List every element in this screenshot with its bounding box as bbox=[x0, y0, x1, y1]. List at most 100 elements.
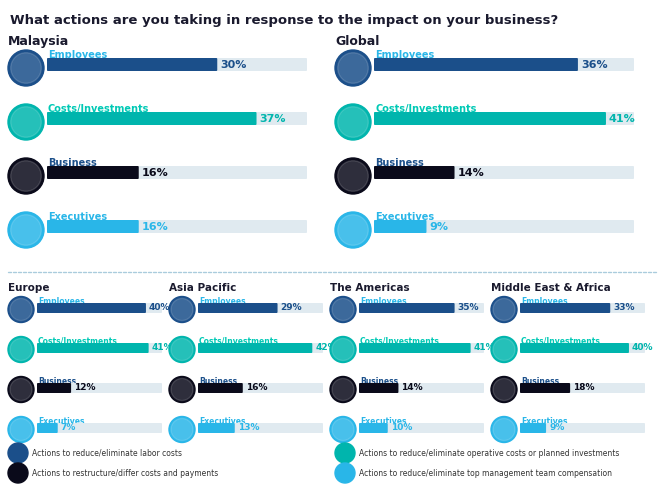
Circle shape bbox=[491, 417, 517, 442]
FancyBboxPatch shape bbox=[47, 220, 307, 233]
Circle shape bbox=[330, 337, 356, 363]
Text: Employees: Employees bbox=[48, 50, 107, 60]
FancyBboxPatch shape bbox=[520, 423, 645, 433]
Text: Costs/Investments: Costs/Investments bbox=[375, 104, 477, 114]
Text: Actions to reduce/eliminate labor costs: Actions to reduce/eliminate labor costs bbox=[32, 449, 182, 458]
FancyBboxPatch shape bbox=[520, 303, 610, 313]
FancyBboxPatch shape bbox=[374, 58, 578, 71]
Text: 14%: 14% bbox=[401, 383, 423, 393]
FancyBboxPatch shape bbox=[359, 383, 484, 393]
Circle shape bbox=[335, 50, 371, 86]
Circle shape bbox=[169, 337, 195, 363]
Text: Business: Business bbox=[199, 376, 237, 386]
Circle shape bbox=[8, 104, 44, 140]
Text: Business: Business bbox=[38, 376, 76, 386]
FancyBboxPatch shape bbox=[37, 303, 162, 313]
Circle shape bbox=[338, 107, 368, 137]
Text: Middle East & Africa: Middle East & Africa bbox=[491, 283, 611, 293]
Text: Costs/Investments: Costs/Investments bbox=[521, 337, 601, 345]
FancyBboxPatch shape bbox=[374, 166, 455, 179]
FancyBboxPatch shape bbox=[374, 112, 634, 125]
Circle shape bbox=[493, 378, 515, 400]
FancyBboxPatch shape bbox=[520, 343, 629, 353]
FancyBboxPatch shape bbox=[520, 303, 645, 313]
Text: 33%: 33% bbox=[613, 304, 635, 312]
FancyBboxPatch shape bbox=[47, 58, 307, 71]
Text: 16%: 16% bbox=[246, 383, 267, 393]
Text: Executives: Executives bbox=[38, 417, 85, 426]
FancyBboxPatch shape bbox=[37, 343, 162, 353]
Text: Business: Business bbox=[48, 158, 97, 168]
Circle shape bbox=[11, 53, 41, 83]
Text: Costs/Investments: Costs/Investments bbox=[38, 337, 118, 345]
Circle shape bbox=[10, 419, 32, 440]
Circle shape bbox=[491, 337, 517, 363]
Text: Business: Business bbox=[521, 376, 559, 386]
Text: 16%: 16% bbox=[141, 167, 169, 178]
Text: 42%: 42% bbox=[315, 343, 337, 352]
Text: What actions are you taking in response to the impact on your business?: What actions are you taking in response … bbox=[10, 14, 559, 27]
FancyBboxPatch shape bbox=[198, 343, 323, 353]
Text: 41%: 41% bbox=[474, 343, 495, 352]
Circle shape bbox=[330, 297, 356, 322]
Circle shape bbox=[171, 338, 193, 361]
Circle shape bbox=[8, 297, 34, 322]
Text: Executives: Executives bbox=[375, 212, 434, 222]
Circle shape bbox=[335, 158, 371, 194]
FancyBboxPatch shape bbox=[198, 383, 243, 393]
Text: 9%: 9% bbox=[430, 221, 448, 232]
FancyBboxPatch shape bbox=[47, 112, 307, 125]
Text: Actions to reduce/eliminate top management team compensation: Actions to reduce/eliminate top manageme… bbox=[359, 468, 612, 478]
Text: 14%: 14% bbox=[457, 167, 485, 178]
Text: 40%: 40% bbox=[632, 343, 654, 352]
Circle shape bbox=[169, 417, 195, 442]
Text: Costs/Investments: Costs/Investments bbox=[360, 337, 440, 345]
Text: 29%: 29% bbox=[280, 304, 302, 312]
FancyBboxPatch shape bbox=[198, 383, 323, 393]
Text: Employees: Employees bbox=[199, 297, 246, 306]
Text: Employees: Employees bbox=[360, 297, 407, 306]
Circle shape bbox=[171, 299, 193, 321]
Circle shape bbox=[169, 297, 195, 322]
Circle shape bbox=[11, 215, 41, 246]
Circle shape bbox=[330, 417, 356, 442]
Text: 13%: 13% bbox=[238, 424, 259, 432]
FancyBboxPatch shape bbox=[37, 423, 162, 433]
Circle shape bbox=[169, 376, 195, 402]
FancyBboxPatch shape bbox=[198, 303, 278, 313]
Circle shape bbox=[8, 212, 44, 248]
Circle shape bbox=[335, 443, 355, 463]
FancyBboxPatch shape bbox=[47, 112, 256, 125]
FancyBboxPatch shape bbox=[198, 343, 312, 353]
Circle shape bbox=[491, 297, 517, 322]
FancyBboxPatch shape bbox=[37, 423, 58, 433]
Circle shape bbox=[332, 378, 354, 400]
FancyBboxPatch shape bbox=[374, 58, 634, 71]
Circle shape bbox=[491, 376, 517, 402]
Circle shape bbox=[171, 378, 193, 400]
FancyBboxPatch shape bbox=[359, 343, 484, 353]
Circle shape bbox=[332, 338, 354, 361]
Circle shape bbox=[338, 215, 368, 246]
Text: 41%: 41% bbox=[609, 114, 636, 123]
FancyBboxPatch shape bbox=[520, 383, 645, 393]
Text: The Americas: The Americas bbox=[330, 283, 410, 293]
FancyBboxPatch shape bbox=[374, 220, 426, 233]
Circle shape bbox=[8, 463, 28, 483]
Circle shape bbox=[10, 338, 32, 361]
Text: 12%: 12% bbox=[74, 383, 96, 393]
Text: 37%: 37% bbox=[260, 114, 286, 123]
FancyBboxPatch shape bbox=[359, 303, 455, 313]
Circle shape bbox=[493, 419, 515, 440]
Circle shape bbox=[10, 299, 32, 321]
Circle shape bbox=[11, 161, 41, 191]
Text: 40%: 40% bbox=[149, 304, 171, 312]
FancyBboxPatch shape bbox=[198, 423, 323, 433]
FancyBboxPatch shape bbox=[374, 112, 606, 125]
FancyBboxPatch shape bbox=[520, 343, 645, 353]
Circle shape bbox=[335, 463, 355, 483]
Text: 35%: 35% bbox=[457, 304, 479, 312]
Text: Europe: Europe bbox=[8, 283, 50, 293]
Circle shape bbox=[10, 378, 32, 400]
FancyBboxPatch shape bbox=[47, 220, 139, 233]
